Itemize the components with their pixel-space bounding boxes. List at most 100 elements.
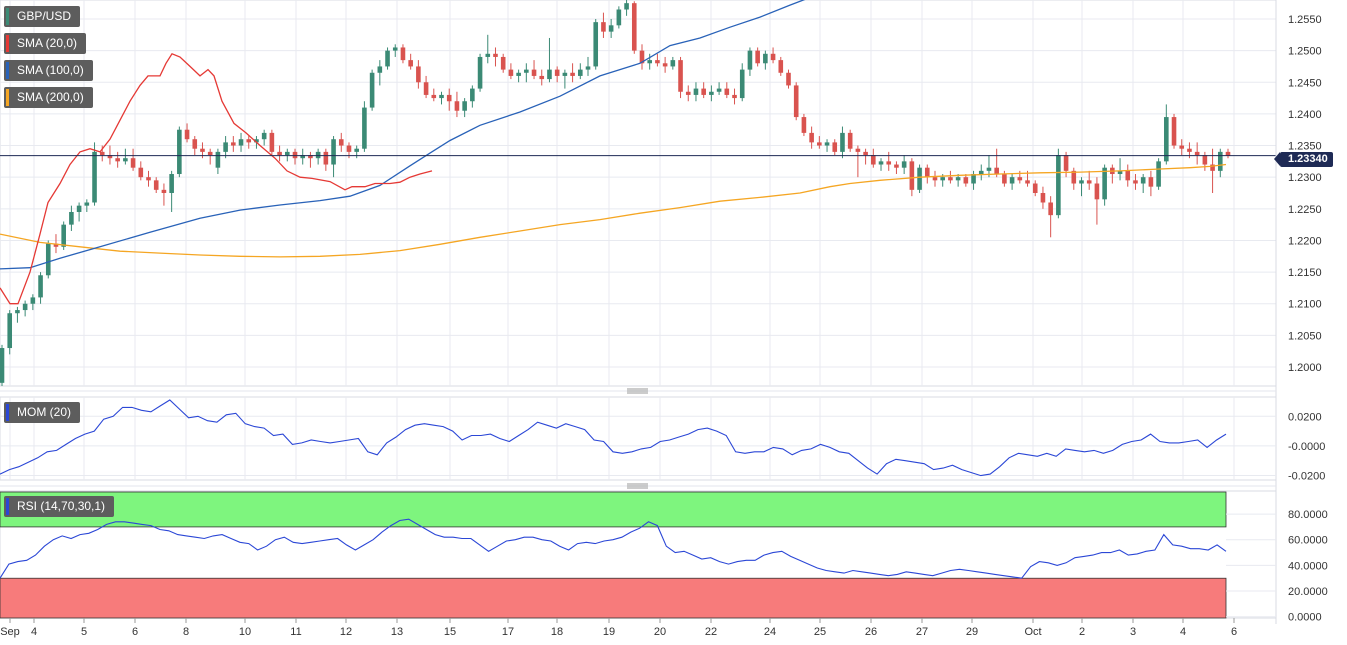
rsi-grid <box>0 490 1277 619</box>
candle-body <box>824 142 830 146</box>
candle-body <box>562 72 568 76</box>
candle-body <box>508 69 514 76</box>
price-tick-label: 1.2450 <box>1288 77 1322 89</box>
candle-body <box>1179 145 1185 149</box>
candle-body <box>955 177 961 181</box>
mom-series-line <box>0 399 1227 477</box>
candle-body <box>439 94 444 99</box>
candle-body <box>570 72 575 76</box>
candle-body <box>547 69 552 80</box>
price-tick-label: 1.2250 <box>1288 204 1322 216</box>
candle-body <box>92 151 97 203</box>
candle-body <box>207 151 213 156</box>
price-sma-lines <box>0 0 1276 305</box>
x-tick-label: Sep <box>0 626 20 638</box>
x-tick-label: 25 <box>814 626 826 638</box>
rsi-overbought-zone <box>0 491 1227 528</box>
mom-line <box>0 399 1227 477</box>
legend-sma-100[interactable]: SMA (100,0) <box>4 60 93 81</box>
x-axis: Sep 4 5 6 8 10 11 12 13 15 17 18 19 20 22 24 25 26 27 29 Oct… <box>0 618 1237 638</box>
candle-body <box>662 63 668 67</box>
legend-rsi[interactable]: RSI (14,70,30,1) <box>4 496 115 517</box>
legend-sma-20[interactable]: SMA (20,0) <box>4 33 87 54</box>
mom-grid <box>0 396 1277 481</box>
candle-body <box>670 60 676 67</box>
x-tick-label: 8 <box>183 626 189 638</box>
pane-dividers[interactable] <box>0 388 1276 489</box>
candle-body <box>585 66 591 70</box>
candle-body <box>755 50 760 64</box>
rsi-tick-label: 80.0000 <box>1288 509 1328 521</box>
candle-body <box>593 22 599 67</box>
current-price-badge: 1.23340 <box>1274 152 1333 167</box>
legend-mom-label: MOM (20) <box>17 405 71 419</box>
legend-mom[interactable]: MOM (20) <box>4 402 80 423</box>
legend-sma-200[interactable]: SMA (200,0) <box>4 87 93 108</box>
candle-body <box>1063 155 1069 171</box>
candle-body <box>524 69 529 73</box>
candle-body <box>215 151 221 168</box>
candle-body <box>1194 151 1200 156</box>
legend-pair-label: GBP/USD <box>17 9 72 23</box>
sma-200-line <box>0 163 1227 258</box>
candle-body <box>493 53 498 57</box>
candle-body <box>616 9 622 26</box>
rsi-tick-label: 0.0000 <box>1288 612 1322 624</box>
price-axis: 1.2550 1.2500 1.2450 1.2400 1.2350 1.2300 1.22… <box>1275 0 1322 624</box>
candle-body <box>924 167 930 178</box>
rsi-series-line <box>0 518 1227 579</box>
price-grid <box>0 0 1277 387</box>
candle-body <box>500 56 506 70</box>
x-tick-label: 3 <box>1130 626 1136 638</box>
candle-body <box>385 50 390 67</box>
mom-tick-label: -0.0000 <box>1288 441 1325 453</box>
candle-body <box>631 3 637 51</box>
candle-body <box>30 297 36 304</box>
legend-pair[interactable]: GBP/USD <box>4 6 81 27</box>
candle-body <box>840 132 845 152</box>
pair-swatch <box>6 8 9 25</box>
candle-body <box>770 53 776 61</box>
candle-body <box>184 129 190 140</box>
price-tick-label: 1.2100 <box>1288 299 1322 311</box>
x-tick-label: 17 <box>502 626 514 638</box>
candle-body <box>146 177 151 181</box>
rsi-axis: 80.0000 60.0000 40.0000 20.0000 0.0000 <box>1288 509 1328 624</box>
candle-body <box>223 142 228 152</box>
x-tick-label: Oct <box>1024 626 1041 638</box>
legend-rsi-label: RSI (14,70,30,1) <box>17 499 106 513</box>
candle-body <box>1071 170 1077 184</box>
candle-body <box>863 151 868 156</box>
x-tick-label: 15 <box>444 626 456 638</box>
candle-body <box>894 164 899 168</box>
x-tick-label: 19 <box>603 626 615 638</box>
candle-body <box>1048 202 1053 216</box>
candle-body <box>817 142 822 146</box>
candle-body <box>292 151 298 159</box>
candle-body <box>1117 170 1123 175</box>
candle-body <box>123 158 128 162</box>
candle-body <box>554 69 560 76</box>
candle-body <box>516 72 521 76</box>
candle-body <box>300 155 306 159</box>
candle-body <box>886 161 892 165</box>
candle-body <box>15 310 20 314</box>
x-tick-label: 27 <box>916 626 928 638</box>
candle-body <box>809 132 814 143</box>
candle-body <box>1140 177 1146 184</box>
candle-body <box>408 60 413 67</box>
candle-body <box>1148 177 1154 187</box>
price-tick-label: 1.2350 <box>1288 141 1322 153</box>
candle-body <box>978 170 984 175</box>
x-tick-label: 22 <box>705 626 717 638</box>
candle-body <box>1017 177 1023 181</box>
candle-body <box>778 60 784 73</box>
mom-pane-frame <box>0 396 1277 481</box>
candle-body <box>377 66 383 73</box>
mom-tick-label: 0.0200 <box>1288 411 1322 423</box>
candle-body <box>909 161 915 190</box>
candle-body <box>1079 180 1084 184</box>
candle-body <box>38 275 43 298</box>
candle-body <box>76 205 82 212</box>
sma100-swatch <box>6 62 9 79</box>
